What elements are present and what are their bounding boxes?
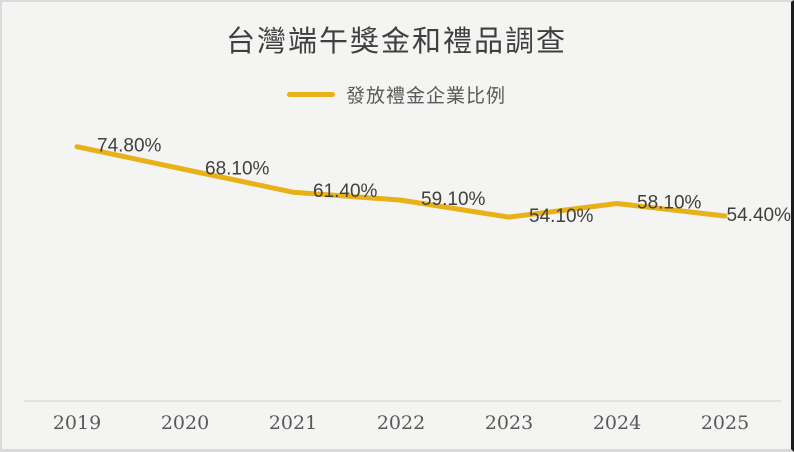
data-label: 54.10% — [529, 206, 594, 227]
data-label: 54.40% — [727, 205, 792, 226]
x-tick-label: 2020 — [161, 412, 209, 434]
data-label: 74.80% — [97, 136, 162, 157]
chart-title: 台灣端午獎金和禮品調查 — [225, 24, 567, 58]
x-tick-label: 2024 — [593, 412, 641, 434]
data-label: 59.10% — [421, 189, 486, 210]
legend-label: 發放禮金企業比例 — [345, 85, 506, 107]
x-tick-label: 2023 — [485, 412, 533, 434]
x-tick-label: 2025 — [701, 412, 749, 434]
legend-line-icon — [286, 92, 335, 97]
data-label: 61.40% — [313, 181, 378, 202]
data-label: 58.10% — [637, 193, 702, 214]
series-line — [74, 144, 728, 220]
legend: 發放禮金企業比例 — [2, 81, 791, 108]
x-tick-label: 2022 — [377, 412, 425, 434]
x-tick-label: 2021 — [269, 412, 317, 434]
data-label: 68.10% — [205, 159, 270, 180]
x-tick-label: 2019 — [53, 412, 101, 434]
